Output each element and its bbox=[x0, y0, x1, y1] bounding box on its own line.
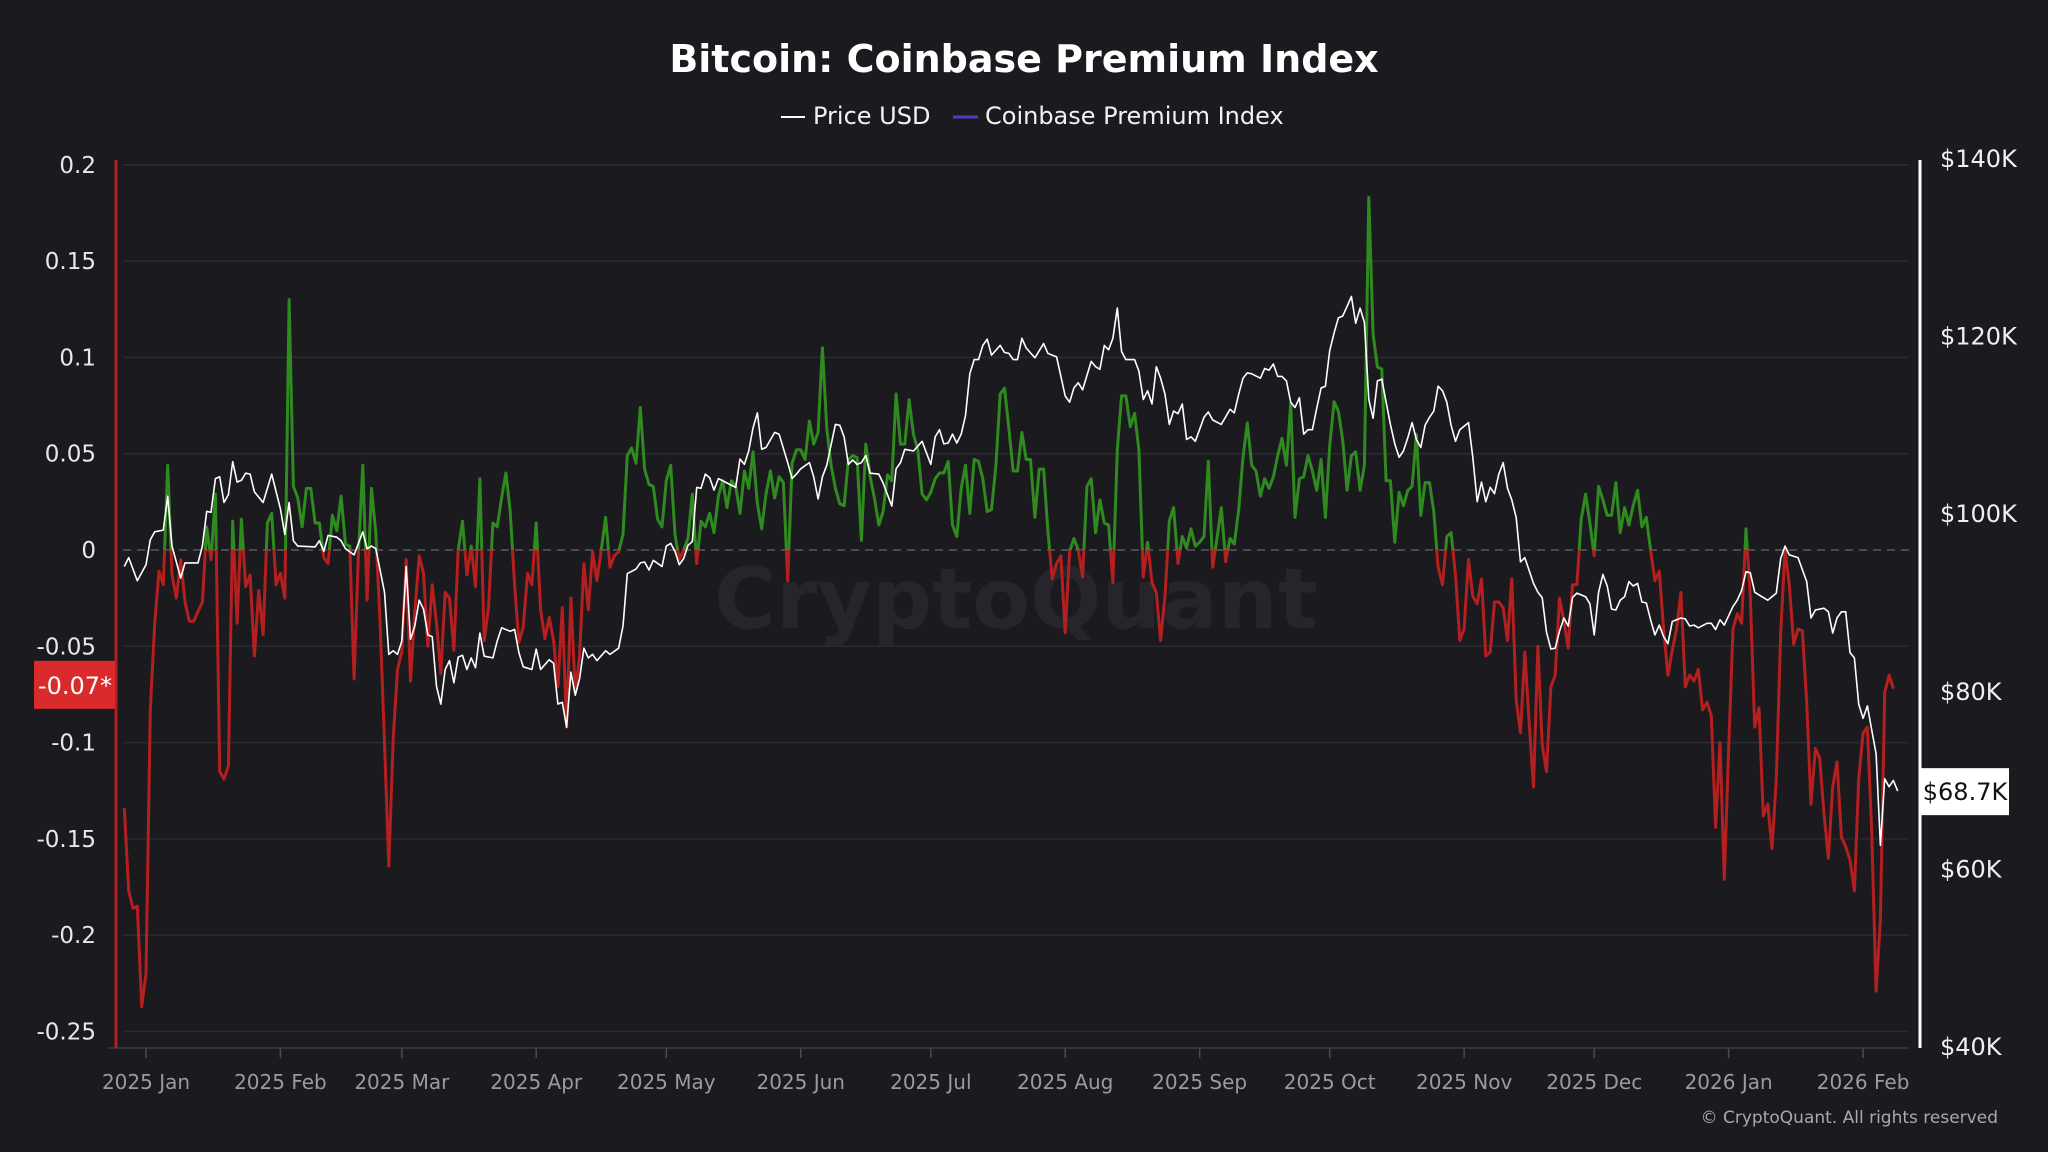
watermark: CryptoQuant bbox=[714, 550, 1318, 648]
left-tick-label: 0.15 bbox=[45, 249, 96, 275]
legend-premium-label: Coinbase Premium Index bbox=[985, 102, 1284, 130]
left-tick-label: 0.05 bbox=[45, 442, 96, 468]
gridlines bbox=[123, 164, 1909, 1033]
left-tick-label: -0.1 bbox=[51, 731, 96, 757]
x-tick-label: 2025 Apr bbox=[490, 1070, 583, 1094]
legend-item-premium[interactable]: Coinbase Premium Index bbox=[953, 102, 1284, 130]
price-line bbox=[123, 295, 1899, 847]
premium-current-badge: -0.07* bbox=[34, 660, 115, 709]
premium-line-positive bbox=[163, 196, 1787, 550]
x-tick-label: 2025 Jun bbox=[756, 1070, 845, 1094]
right-tick-label: $60K bbox=[1940, 855, 2003, 883]
right-tick-label: $120K bbox=[1940, 323, 2018, 351]
right-axis-ticks: $140K $120K $100K $80K $60K $40K bbox=[1940, 145, 2018, 1061]
x-tick-label: 2025 Mar bbox=[354, 1070, 450, 1094]
left-tick-label: -0.15 bbox=[36, 827, 96, 853]
left-tick-label: 0.1 bbox=[59, 345, 96, 371]
right-tick-label: $40K bbox=[1940, 1033, 2003, 1061]
right-tick-label: $80K bbox=[1940, 678, 2003, 706]
x-tick-label: 2025 Feb bbox=[234, 1070, 327, 1094]
price-badge-label: $68.7K bbox=[1923, 778, 2009, 806]
left-tick-label: 0.2 bbox=[59, 153, 96, 179]
x-tick-label: 2025 May bbox=[617, 1070, 716, 1094]
left-tick-label: 0 bbox=[81, 538, 96, 564]
price-current-badge: $68.7K bbox=[1921, 768, 2009, 816]
premium-series bbox=[122, 196, 1895, 1008]
x-tick-label: 2025 Aug bbox=[1017, 1070, 1113, 1094]
legend-item-price[interactable]: Price USD bbox=[781, 102, 930, 130]
copyright: © CryptoQuant. All rights reserved bbox=[1701, 1108, 1998, 1128]
x-tick-label: 2026 Jan bbox=[1685, 1070, 1773, 1094]
x-tick-label: 2025 Sep bbox=[1152, 1070, 1247, 1094]
left-tick-label: -0.05 bbox=[36, 634, 96, 660]
premium-badge-label: -0.07* bbox=[38, 672, 112, 700]
right-tick-label: $140K bbox=[1940, 145, 2018, 173]
premium-line-negative bbox=[122, 550, 1895, 1008]
left-axis-ticks: 0.2 0.15 0.1 0.05 0 -0.05 -0.1 -0.15 -0.2 -0.25 bbox=[36, 153, 96, 1046]
price-badge-background bbox=[1921, 768, 2009, 816]
chart-title: Bitcoin: Coinbase Premium Index bbox=[669, 37, 1378, 81]
legend: Price USD Coinbase Premium Index bbox=[781, 102, 1284, 130]
x-tick-label: 2025 Jul bbox=[890, 1070, 971, 1094]
x-tick-label: 2026 Feb bbox=[1817, 1070, 1910, 1094]
left-tick-label: -0.2 bbox=[51, 923, 96, 949]
x-axis-ticks: 2025 Jan 2025 Feb 2025 Mar 2025 Apr 2025 May… bbox=[102, 1048, 1909, 1094]
x-tick-label: 2025 Jan bbox=[102, 1070, 190, 1094]
left-tick-label: -0.25 bbox=[36, 1020, 96, 1046]
x-tick-label: 2025 Oct bbox=[1284, 1070, 1376, 1094]
x-tick-label: 2025 Dec bbox=[1546, 1070, 1642, 1094]
legend-price-label: Price USD bbox=[813, 102, 930, 130]
premium-badge-background bbox=[34, 660, 115, 709]
right-tick-label: $100K bbox=[1940, 500, 2018, 528]
x-tick-label: 2025 Nov bbox=[1416, 1070, 1512, 1094]
